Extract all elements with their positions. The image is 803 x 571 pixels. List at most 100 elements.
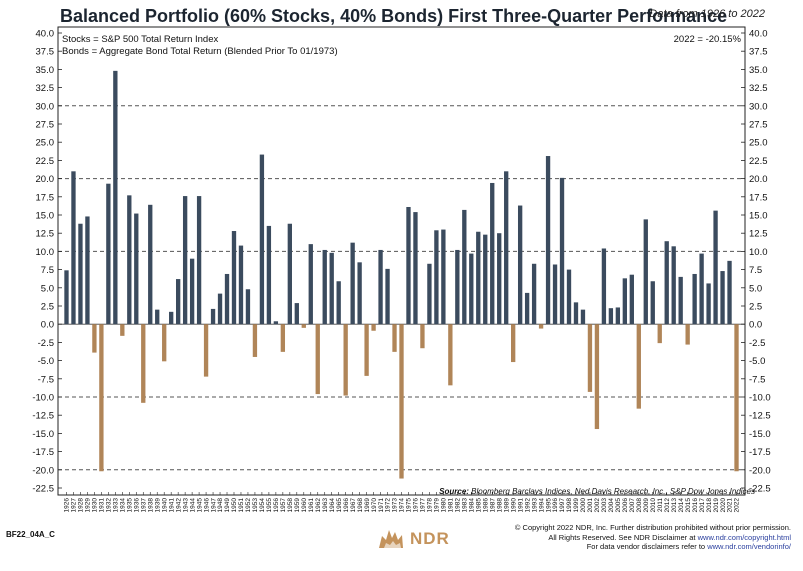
- x-tick-label: 1965: [336, 498, 343, 513]
- x-tick-label: 1963: [322, 498, 329, 513]
- y-tick-label-left: 7.5: [41, 265, 54, 276]
- x-tick-label: 1946: [203, 498, 210, 513]
- bar: [266, 225, 272, 325]
- x-tick-label: 1986: [482, 498, 489, 513]
- x-tick-label: 2014: [678, 498, 685, 513]
- annotation-2022: 2022 = -20.15%: [674, 34, 742, 45]
- y-tick-label-right: -15.0: [749, 429, 771, 440]
- bar: [413, 212, 418, 325]
- x-tick-label: 1949: [224, 498, 231, 513]
- bar: [273, 321, 279, 325]
- y-tick-label-left: -22.5: [32, 484, 54, 495]
- bar: [406, 206, 411, 325]
- bar: [189, 258, 195, 325]
- x-tick-label: 1987: [489, 498, 496, 513]
- bar: [336, 281, 341, 325]
- y-tick-label-left: -17.5: [32, 447, 54, 458]
- y-tick-label-left: -20.0: [32, 465, 54, 476]
- vendor-link[interactable]: www.ndr.com/vendorinfo/: [707, 542, 791, 551]
- x-tick-label: 1978: [427, 498, 434, 513]
- y-tick-label-left: 40.0: [36, 29, 55, 40]
- x-tick-label: 1996: [552, 498, 559, 513]
- bar: [622, 278, 628, 325]
- x-tick-label: 1932: [106, 498, 113, 513]
- x-tick-label: 1966: [343, 498, 350, 513]
- copyright-line-3: For data vendor disclaimers refer to www…: [515, 542, 791, 552]
- y-tick-label-left: -12.5: [32, 411, 54, 422]
- y-tick-label-left: 20.0: [36, 174, 55, 185]
- bar: [238, 245, 244, 325]
- bar: [322, 249, 327, 325]
- x-tick-label: 1937: [140, 498, 147, 513]
- x-tick-label: 1950: [231, 498, 238, 513]
- y-tick-label-left: -7.5: [38, 374, 54, 385]
- bar: [85, 216, 90, 325]
- copyright-link[interactable]: www.ndr.com/copyright.html: [697, 532, 791, 542]
- x-tick-label: 1984: [468, 498, 475, 513]
- bar: [141, 324, 146, 403]
- x-tick-label: 1980: [441, 498, 448, 513]
- y-tick-label-left: -5.0: [38, 356, 54, 367]
- x-tick-label: 1972: [385, 498, 392, 513]
- x-tick-label: 2017: [699, 498, 706, 513]
- copyright-line-2: All Rights Reserved. See NDR Disclaimer …: [515, 533, 791, 543]
- logo-text: NDR: [410, 529, 450, 548]
- x-tick-label: 1954: [259, 498, 266, 513]
- y-tick-label-right: 35.0: [749, 65, 768, 76]
- x-tick-label: 1999: [573, 498, 580, 513]
- bar: [196, 196, 202, 325]
- y-tick-label-right: 22.5: [749, 156, 768, 167]
- x-tick-label: 2001: [587, 498, 594, 513]
- y-tick-label-left: 22.5: [36, 156, 55, 167]
- bar: [559, 177, 565, 325]
- y-tick-label-right: -22.5: [749, 484, 771, 495]
- bar: [594, 324, 600, 430]
- x-tick-label: 2004: [608, 498, 615, 513]
- x-tick-label: 1962: [315, 498, 322, 513]
- y-tick-label-right: -2.5: [749, 338, 765, 349]
- source-note: Source: Bloomberg Barclays Indices, Ned …: [439, 487, 755, 496]
- bar: [343, 324, 348, 396]
- x-tick-label: 1964: [329, 498, 336, 513]
- bar: [252, 324, 258, 357]
- bar: [169, 311, 174, 325]
- x-tick-label: 1936: [133, 498, 140, 513]
- x-tick-label: 1995: [545, 498, 552, 513]
- y-tick-label-left: -2.5: [38, 338, 54, 349]
- x-tick-label: 2006: [622, 498, 629, 513]
- x-tick-label: 1935: [127, 498, 134, 513]
- bar: [685, 324, 690, 345]
- source-text: Bloomberg Barclays Indices, Ned Davis Re…: [471, 487, 755, 496]
- x-tick-label: 1985: [475, 498, 482, 513]
- copyright-line-1: © Copyright 2022 NDR, Inc. Further distr…: [514, 523, 791, 532]
- x-tick-label: 1931: [99, 498, 106, 513]
- bar: [280, 324, 286, 352]
- y-tick-label-left: 27.5: [36, 120, 55, 131]
- bar: [287, 223, 292, 325]
- y-tick-label-left: 32.5: [36, 83, 55, 94]
- bar: [427, 263, 432, 325]
- y-tick-label-right: -5.0: [749, 356, 765, 367]
- y-tick-label-left: -15.0: [32, 429, 54, 440]
- x-tick-label: 1959: [294, 498, 301, 513]
- x-tick-label: 1982: [455, 498, 462, 513]
- x-tick-label: 1975: [406, 498, 413, 513]
- copyright-block: © Copyright 2022 NDR, Inc. Further distr…: [515, 523, 791, 552]
- bar: [371, 324, 376, 331]
- bar: [713, 210, 718, 325]
- y-tick-label-left: 17.5: [36, 192, 55, 203]
- bar: [245, 289, 251, 325]
- bar: [580, 309, 586, 325]
- bar: [64, 270, 69, 325]
- x-tick-label: 1969: [364, 498, 371, 513]
- bar: [148, 204, 153, 325]
- y-tick-label-left: 5.0: [41, 283, 54, 294]
- y-tick-label-right: 15.0: [749, 211, 768, 222]
- y-tick-label-left: 12.5: [36, 229, 55, 240]
- x-tick-label: 1951: [238, 498, 245, 513]
- y-tick-label-right: 32.5: [749, 83, 768, 94]
- y-tick-label-right: 5.0: [749, 283, 762, 294]
- y-tick-label-left: -10.0: [32, 393, 54, 404]
- bar: [671, 246, 676, 325]
- x-tick-label: 2008: [636, 498, 643, 513]
